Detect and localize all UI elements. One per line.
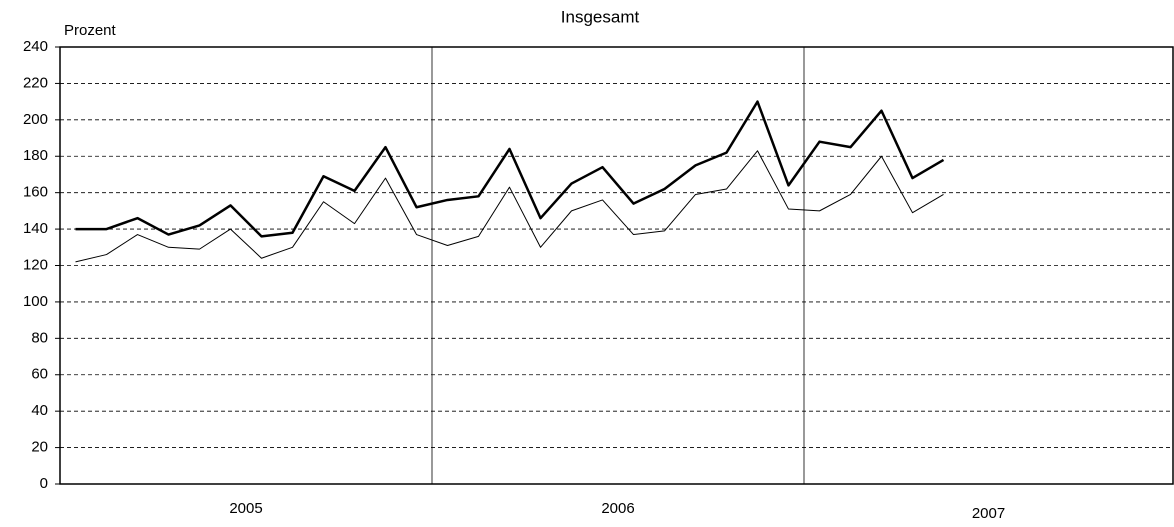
y-tick-label: 240 <box>23 38 48 55</box>
x-group-label: 2007 <box>972 505 1005 522</box>
y-tick-label: 200 <box>23 111 48 128</box>
x-group-label: 2006 <box>601 500 634 517</box>
y-tick-label: 140 <box>23 220 48 237</box>
chart-title: Insgesamt <box>561 7 640 26</box>
y-tick-label: 120 <box>23 256 48 273</box>
y-tick-label: 160 <box>23 184 48 201</box>
x-group-label: 2005 <box>229 500 262 517</box>
series-line <box>75 100 945 238</box>
y-axis-label: Prozent <box>64 22 117 39</box>
y-tick-label: 60 <box>31 366 48 383</box>
y-tick-label: 100 <box>23 293 48 310</box>
y-tick-label: 80 <box>31 329 48 346</box>
y-tick-label: 20 <box>31 439 48 456</box>
y-tick-label: 220 <box>23 74 48 91</box>
y-tick-label: 40 <box>31 402 48 419</box>
y-tick-label: 0 <box>40 475 48 492</box>
y-tick-label: 180 <box>23 147 48 164</box>
series-line <box>75 150 944 263</box>
plot-frame <box>59 46 1174 485</box>
